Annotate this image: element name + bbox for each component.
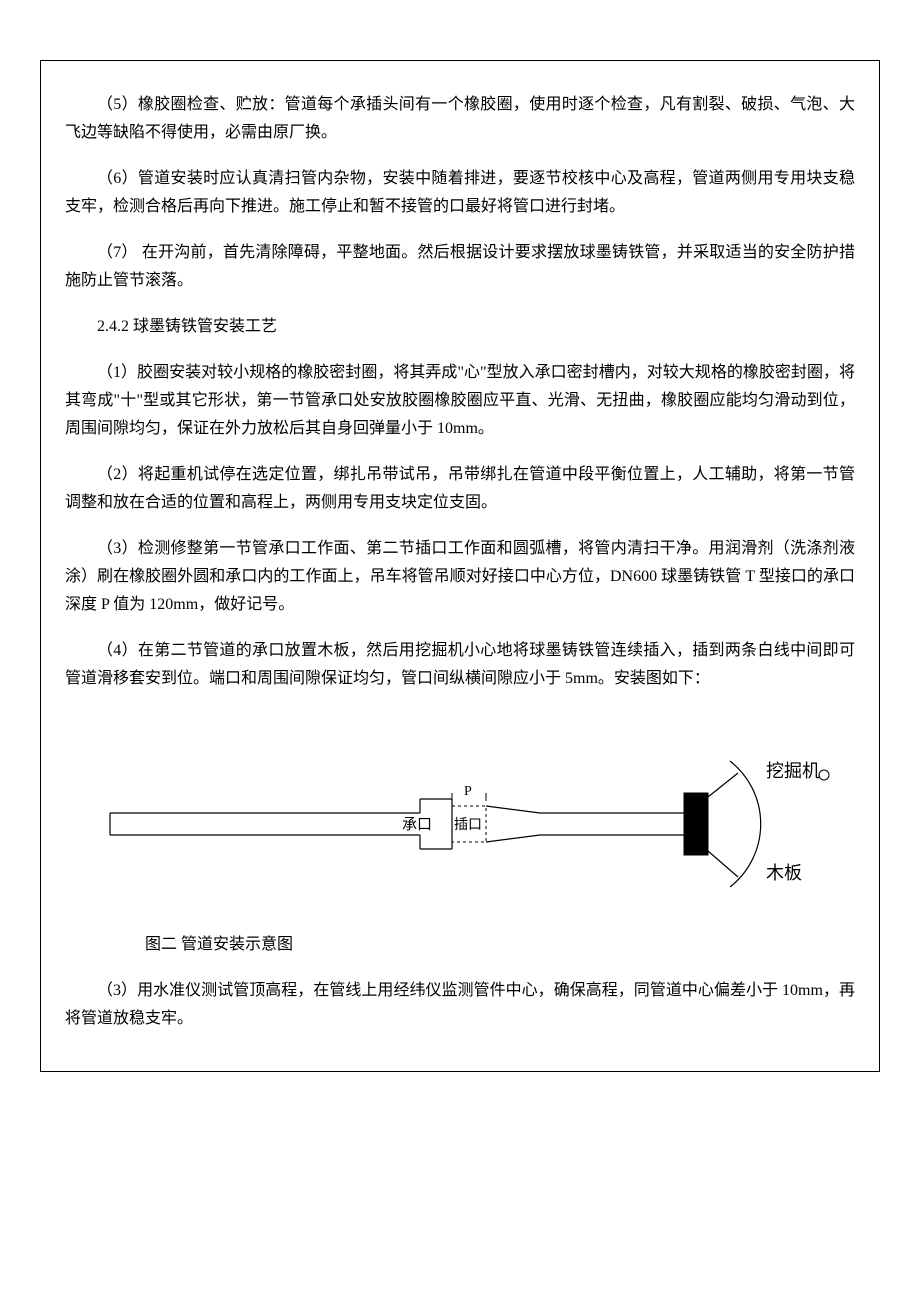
wood-plate-icon: [684, 793, 708, 855]
chakou-label: 插口: [454, 817, 482, 833]
section-heading-2-4-2: 2.4.2 球墨铸铁管安装工艺: [65, 313, 855, 341]
paragraph-6: （6）管道安装时应认真清扫管内杂物，安装中随着排进，要逐节校核中心及高程，管道两…: [65, 165, 855, 221]
paragraph-step-4: （4）在第二节管道的承口放置木板，然后用挖掘机小心地将球墨铸铁管连续插入，插到两…: [65, 637, 855, 693]
figure-caption: 图二 管道安装示意图: [65, 931, 855, 959]
paragraph-step-3b: （3）用水准仪测试管顶高程，在管线上用经纬仪监测管件中心，确保高程，同管道中心偏…: [65, 977, 855, 1033]
muban-label: 木板: [766, 863, 802, 883]
paragraph-7: （7） 在开沟前，首先清除障碍，平整地面。然后根据设计要求摆放球墨铸铁管，并采取…: [65, 239, 855, 295]
pipe-diagram-svg: P 承口 插口 挖掘机 木板: [90, 721, 830, 921]
wajueji-label: 挖掘机: [766, 761, 820, 781]
paragraph-step-1: （1）胶圈安装对较小规格的橡胶密封圈，将其弄成"心"型放入承口密封槽内，对较大规…: [65, 359, 855, 443]
p-label: P: [464, 784, 472, 799]
paragraph-step-2: （2）将起重机试停在选定位置，绑扎吊带试吊，吊带绑扎在管道中段平衡位置上，人工辅…: [65, 461, 855, 517]
paragraph-5: （5）橡胶圈检查、贮放：管道每个承插头间有一个橡胶圈，使用时逐个检查，凡有割裂、…: [65, 91, 855, 147]
chengkou-label: 承口: [402, 816, 432, 833]
paragraph-step-3: （3）检测修整第一节管承口工作面、第二节插口工作面和圆弧槽，将管内清扫干净。用润…: [65, 535, 855, 619]
document-frame: （5）橡胶圈检查、贮放：管道每个承插头间有一个橡胶圈，使用时逐个检查，凡有割裂、…: [40, 60, 880, 1072]
figure-installation-diagram: P 承口 插口 挖掘机 木板: [65, 721, 855, 921]
